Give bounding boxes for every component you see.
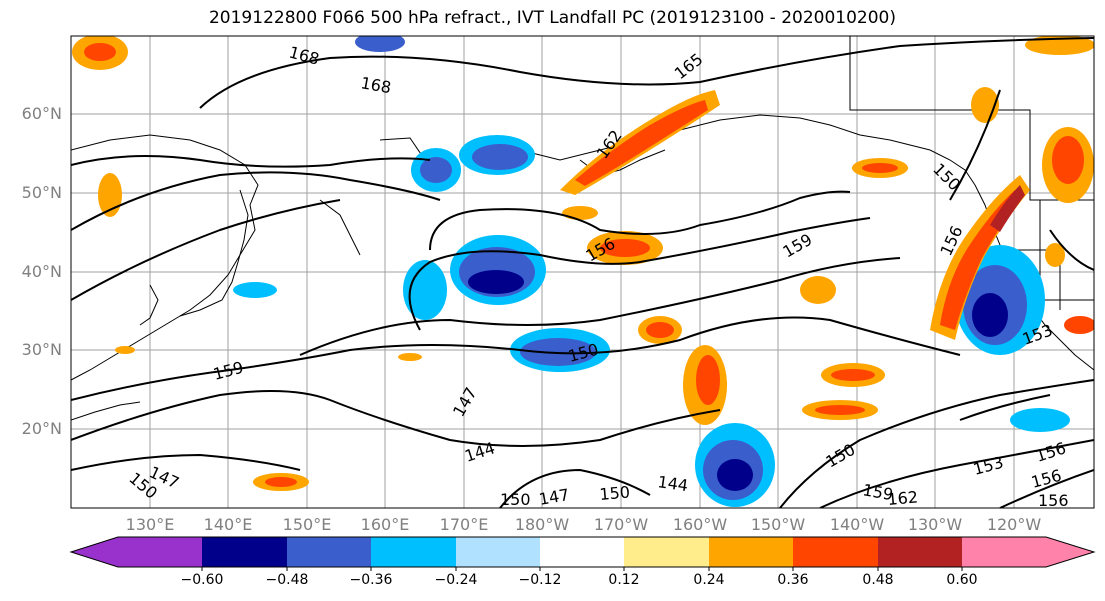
lon-label: 140°E (203, 515, 253, 534)
colorbar-segment (709, 537, 794, 567)
contour-label: 150 (500, 490, 531, 509)
lon-label: 160°W (672, 515, 728, 534)
contour-label: 168 (359, 73, 392, 97)
colorbar-tick-label: 0.60 (946, 572, 978, 588)
lat-label: 20°N (21, 419, 62, 438)
contour-label: 147 (449, 384, 481, 420)
contour-label: 159 (211, 358, 245, 384)
lon-label: 150°E (282, 515, 332, 534)
lat-label: 60°N (21, 104, 62, 123)
contour-label: 150 (599, 482, 631, 504)
ivt-shading (72, 36, 1094, 507)
contour-label: 156 (1038, 491, 1069, 510)
colorbar (69, 536, 1096, 571)
colorbar-segment (371, 537, 456, 567)
lon-label: 150°W (750, 515, 806, 534)
colorbar-tick-label: 0.24 (693, 572, 725, 588)
contour-label: 150 (929, 159, 964, 194)
colorbar-segment (456, 537, 541, 567)
colorbar-segment (878, 537, 963, 567)
contour-label: 159 (780, 230, 816, 262)
colorbar-tick-label: 0.36 (777, 572, 809, 588)
lon-label: 180°W (514, 515, 570, 534)
lat-label: 40°N (21, 262, 62, 281)
height-contours (71, 37, 1094, 508)
map-title: 2019122800 F066 500 hPa refract., IVT La… (208, 8, 896, 28)
contour-label: 156 (1029, 466, 1063, 492)
colorbar-extend-left (71, 537, 118, 567)
lat-label: 50°N (21, 183, 62, 202)
lon-label: 130°E (125, 515, 175, 534)
colorbar-tick-label: −0.60 (180, 572, 224, 588)
map-frame (70, 35, 1095, 509)
colorbar-segment (540, 537, 625, 567)
colorbar-segment (118, 537, 203, 567)
lon-label: 130°W (907, 515, 963, 534)
colorbar-tick-label: −0.36 (349, 572, 393, 588)
colorbar-segment (962, 537, 1047, 567)
contour-label: 153 (971, 453, 1005, 479)
colorbar-tick-label: 0.12 (608, 572, 640, 588)
lon-label: 140°W (829, 515, 885, 534)
colorbar-segment (624, 537, 709, 567)
colorbar-segment (202, 537, 287, 567)
gridlines (71, 36, 1094, 508)
colorbar-tick-label: −0.12 (518, 572, 562, 588)
contour-label: 165 (671, 49, 707, 83)
colorbar-tick-label: −0.48 (265, 572, 309, 588)
colorbar-segment (287, 537, 372, 567)
lon-label: 170°W (593, 515, 649, 534)
contour-label: 159 (861, 480, 894, 504)
lat-label: 30°N (21, 340, 62, 359)
lon-label: 120°W (986, 515, 1042, 534)
contour-label: 156 (1033, 438, 1068, 466)
contour-label: 144 (656, 472, 689, 495)
contour-label: 147 (537, 485, 570, 509)
lon-label: 160°E (360, 515, 410, 534)
colorbar-extend-right (1046, 537, 1094, 567)
colorbar-tick-label: −0.24 (434, 572, 478, 588)
contour-label: 162 (887, 487, 919, 509)
colorbar-tick-label: 0.48 (862, 572, 894, 588)
lon-label: 170°E (439, 515, 489, 534)
colorbar-segment (793, 537, 878, 567)
